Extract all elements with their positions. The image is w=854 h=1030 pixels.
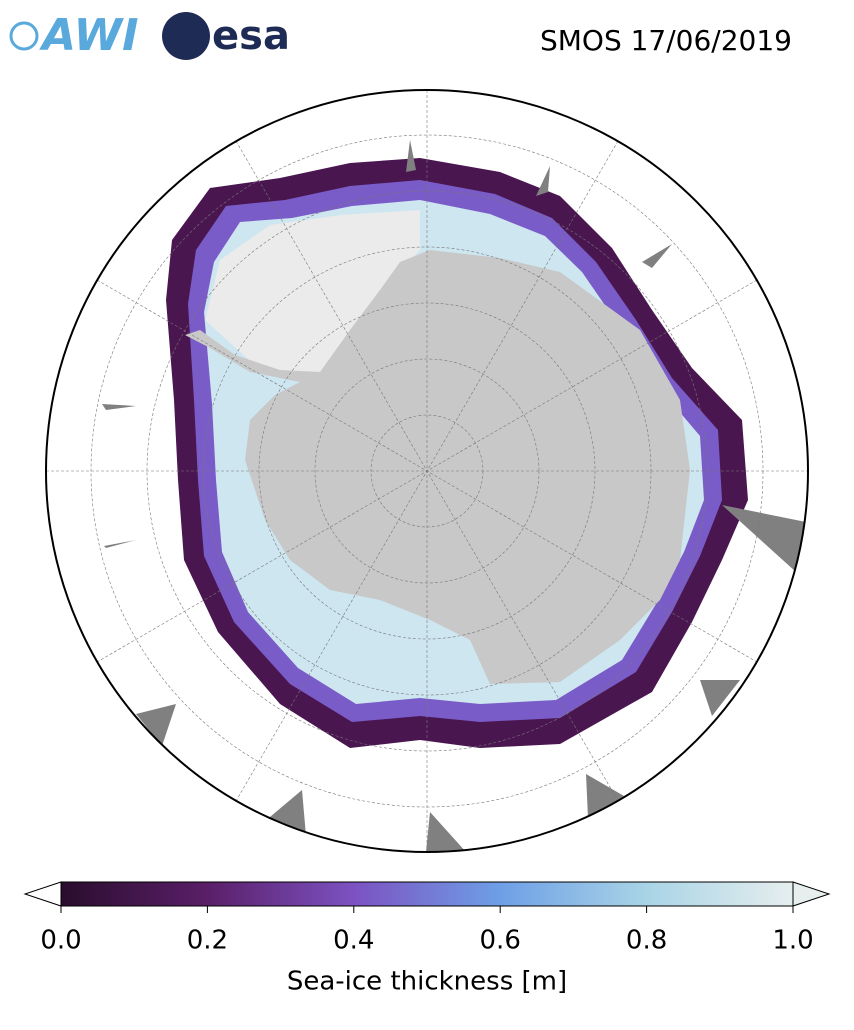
logo-text: esa	[212, 13, 290, 59]
colorbar-label: Sea-ice thickness [m]	[287, 967, 567, 997]
map-frame	[45, 89, 809, 853]
tick-label: 0.8	[626, 926, 667, 956]
colorbar-over	[792, 881, 831, 907]
land	[102, 140, 806, 852]
graticule	[46, 90, 808, 852]
antarctica	[185, 250, 690, 684]
map	[46, 90, 808, 852]
tick-label: 1.0	[772, 926, 813, 956]
tick-label: 0.4	[333, 926, 374, 956]
tick-label: 0.0	[40, 926, 81, 956]
tick-label: 0.2	[187, 926, 228, 956]
logo-awi: AWI	[9, 10, 139, 61]
logo-esa: esa	[162, 12, 290, 60]
colorbar: 0.0 0.2 0.4 0.6 0.8 1.0	[23, 881, 831, 956]
colorbar-under	[23, 881, 62, 907]
tick-label: 0.6	[480, 926, 521, 956]
title: SMOS 17/06/2019	[540, 24, 792, 57]
colorbar-gradient	[60, 881, 794, 907]
ice-shelf	[205, 210, 420, 375]
logo-text: AWI	[39, 10, 139, 61]
